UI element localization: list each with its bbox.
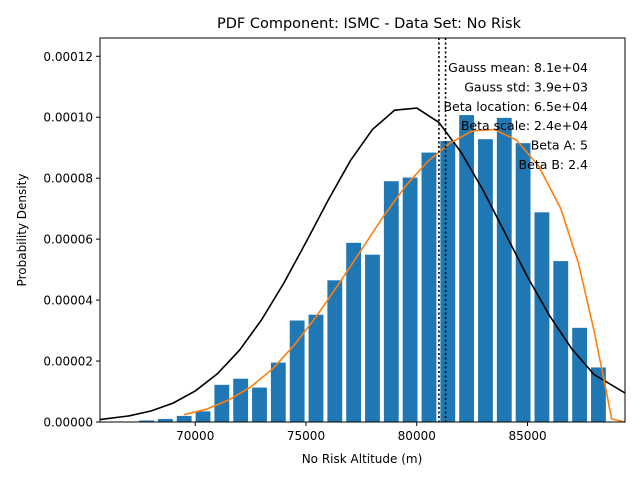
plot-frame <box>99 37 626 423</box>
y-tick-label: 0.00002 <box>43 355 93 369</box>
gauss-fit-line <box>99 107 626 421</box>
histogram-bar <box>176 415 192 422</box>
histogram-bar <box>195 411 211 422</box>
y-axis: 0.00000 0.00002 0.00004 0.00006 0.00008 0.000… <box>43 50 100 430</box>
histogram-bar <box>534 212 550 422</box>
histogram-bar <box>383 181 399 422</box>
fit-parameter-label: Beta A: 5 <box>531 138 588 153</box>
y-axis-label: Probability Density <box>15 174 29 287</box>
histogram-bar <box>233 378 249 422</box>
fit-parameter-label: Beta B: 2.4 <box>519 157 588 172</box>
fit-parameter-label: Beta location: 6.5e+04 <box>443 99 588 114</box>
histogram-bar <box>515 143 531 422</box>
y-tick-label: 0.00000 <box>43 416 93 430</box>
fit-parameters: Gauss mean: 8.1e+04 Gauss std: 3.9e+03 Bet… <box>443 60 588 172</box>
beta-fit-line <box>184 128 626 423</box>
fit-curves <box>99 107 626 423</box>
histogram-bar <box>553 261 569 422</box>
histogram-bar <box>252 387 267 422</box>
histogram-bar <box>590 367 606 422</box>
x-tick-label: 70000 <box>176 429 214 443</box>
histogram-bar <box>139 420 154 422</box>
chart-title: PDF Component: ISMC - Data Set: No Risk <box>217 16 522 32</box>
x-tick-label: 80000 <box>398 429 436 443</box>
histogram-bar <box>327 280 343 422</box>
y-tick-label: 0.00006 <box>43 233 93 247</box>
x-tick-label: 85000 <box>508 429 546 443</box>
fit-parameter-label: Gauss std: 3.9e+03 <box>464 79 588 94</box>
y-tick-label: 0.00010 <box>43 111 93 125</box>
histogram-bar <box>496 117 512 422</box>
histogram-bar <box>402 177 418 422</box>
fit-parameter-label: Beta scale: 2.4e+04 <box>461 118 588 133</box>
y-tick-label: 0.00012 <box>43 50 93 64</box>
histogram-bar <box>157 418 173 422</box>
x-axis-label: No Risk Altitude (m) <box>302 452 423 466</box>
histogram-bar <box>365 254 380 422</box>
histogram-bar <box>270 362 286 422</box>
histogram-bar <box>572 327 588 422</box>
histogram-bar <box>478 139 493 422</box>
histogram-bars <box>139 115 606 423</box>
histogram-bar <box>346 242 362 422</box>
fit-parameter-label: Gauss mean: 8.1e+04 <box>448 60 588 75</box>
y-tick-label: 0.00008 <box>43 172 93 186</box>
histogram-bar <box>440 141 456 422</box>
histogram-bar <box>421 152 437 423</box>
reference-lines <box>438 38 447 422</box>
histogram-bar <box>459 115 475 422</box>
x-tick-label: 75000 <box>287 429 325 443</box>
y-tick-label: 0.00004 <box>43 294 93 308</box>
x-axis: 70000 75000 80000 85000 <box>176 422 547 443</box>
histogram-bar <box>308 314 324 422</box>
